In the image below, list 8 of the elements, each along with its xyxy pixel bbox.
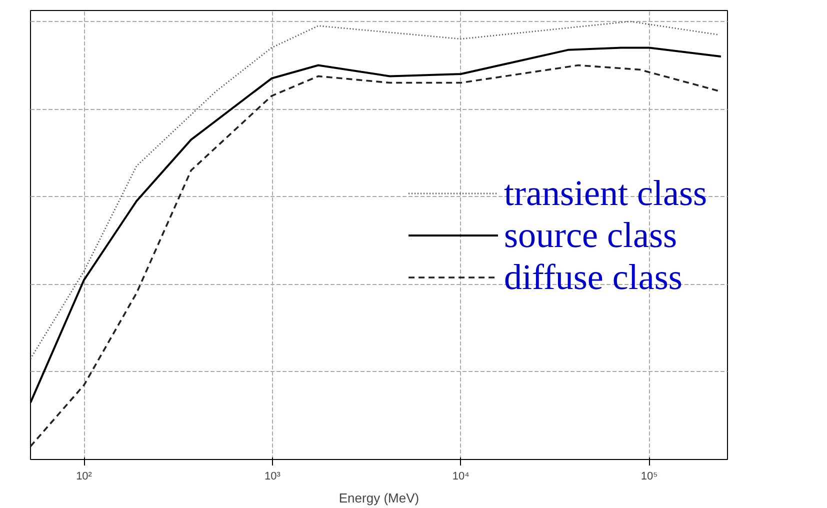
legend-label: source class xyxy=(504,214,677,256)
x-tick-label: 10³ xyxy=(264,470,281,482)
legend-label: transient class xyxy=(504,172,707,214)
x-axis-title: Energy (MeV) xyxy=(338,490,420,506)
legend-label: diffuse class xyxy=(504,256,682,298)
x-tick-label: 10⁵ xyxy=(640,470,658,482)
x-tick-label: 10² xyxy=(76,470,92,482)
x-tick-label: 10⁴ xyxy=(452,470,470,482)
